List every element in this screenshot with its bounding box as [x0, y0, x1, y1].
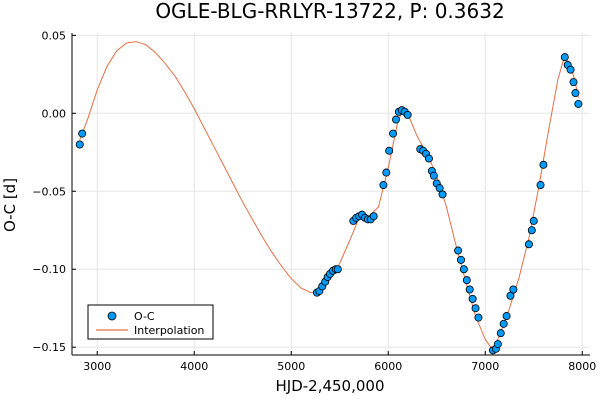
data-point-47	[493, 340, 502, 349]
data-point-52	[509, 285, 518, 294]
legend-marker-oc	[107, 311, 117, 321]
data-point-21	[385, 146, 394, 155]
interpolation-line	[79, 41, 579, 352]
data-point-44	[474, 313, 483, 322]
x-tick-label-0: 3000	[83, 360, 111, 373]
x-axis-label: HJD-2,450,000	[275, 377, 384, 395]
data-point-48	[496, 329, 505, 338]
data-point-10	[333, 265, 342, 274]
data-point-40	[462, 276, 471, 285]
data-point-1	[78, 129, 87, 138]
y-tick-label-4: 0.05	[42, 29, 67, 42]
data-point-0	[75, 140, 84, 149]
chart-title: OGLE-BLG-RRLYR-13722, P: 0.3632	[155, 0, 504, 23]
data-point-55	[529, 216, 538, 225]
data-point-41	[465, 285, 474, 294]
data-point-37	[454, 246, 463, 255]
data-point-31	[424, 154, 433, 163]
y-tick-label-2: −0.05	[32, 185, 66, 198]
data-point-18	[369, 212, 378, 221]
data-point-61	[569, 78, 578, 87]
x-tick-label-3: 6000	[374, 360, 402, 373]
data-point-36	[438, 190, 447, 199]
y-tick-label-0: −0.15	[32, 341, 66, 354]
y-tick-label-3: 0.00	[42, 107, 67, 120]
x-tick-label-4: 7000	[471, 360, 499, 373]
data-point-63	[574, 99, 583, 108]
data-point-57	[539, 160, 548, 169]
data-point-33	[429, 171, 438, 180]
data-point-38	[456, 255, 465, 264]
data-point-39	[459, 265, 468, 274]
y-tick-label-1: −0.10	[32, 263, 66, 276]
data-point-60	[566, 65, 575, 74]
legend-label-interpolation: Interpolation	[134, 324, 204, 337]
x-tick-label-2: 5000	[277, 360, 305, 373]
data-point-58	[560, 53, 569, 62]
data-point-53	[524, 240, 533, 249]
data-point-23	[391, 115, 400, 124]
legend-box	[87, 304, 214, 340]
data-point-62	[571, 89, 580, 98]
x-tick-label-1: 4000	[180, 360, 208, 373]
data-point-22	[389, 129, 398, 138]
data-point-42	[468, 294, 477, 303]
x-tick-label-5: 8000	[568, 360, 596, 373]
data-point-50	[502, 312, 511, 321]
data-point-20	[382, 168, 391, 177]
y-axis-label: O-C [d]	[1, 178, 19, 232]
legend-label-oc: O-C	[134, 310, 155, 323]
data-point-27	[403, 110, 412, 119]
data-point-19	[379, 181, 388, 190]
data-point-56	[536, 181, 545, 190]
data-point-49	[499, 319, 508, 328]
data-point-43	[471, 304, 480, 313]
data-point-54	[527, 226, 536, 235]
plot-area: 3000 4000 5000 6000 7000 8000 −0.15 −0.10 −0.05 0…	[32, 29, 596, 373]
